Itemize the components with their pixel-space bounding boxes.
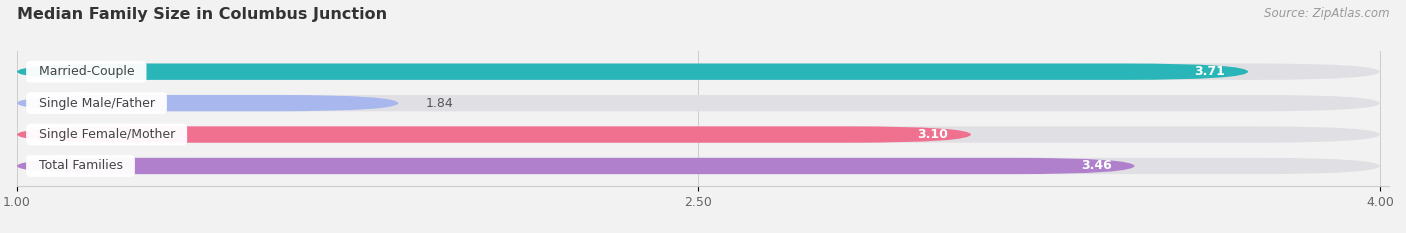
- Text: Single Male/Father: Single Male/Father: [31, 97, 163, 110]
- Text: Married-Couple: Married-Couple: [31, 65, 142, 78]
- FancyBboxPatch shape: [17, 158, 1381, 174]
- FancyBboxPatch shape: [17, 95, 398, 111]
- Text: Source: ZipAtlas.com: Source: ZipAtlas.com: [1264, 7, 1389, 20]
- FancyBboxPatch shape: [17, 64, 1381, 80]
- Text: 1.84: 1.84: [426, 97, 454, 110]
- FancyBboxPatch shape: [17, 64, 1249, 80]
- Text: 3.10: 3.10: [918, 128, 949, 141]
- FancyBboxPatch shape: [17, 126, 972, 143]
- Text: 3.46: 3.46: [1081, 159, 1112, 172]
- FancyBboxPatch shape: [17, 95, 1381, 111]
- FancyBboxPatch shape: [17, 158, 1135, 174]
- Text: Single Female/Mother: Single Female/Mother: [31, 128, 183, 141]
- Text: Median Family Size in Columbus Junction: Median Family Size in Columbus Junction: [17, 7, 387, 22]
- FancyBboxPatch shape: [17, 126, 1381, 143]
- Text: 3.71: 3.71: [1195, 65, 1226, 78]
- Text: Total Families: Total Families: [31, 159, 131, 172]
